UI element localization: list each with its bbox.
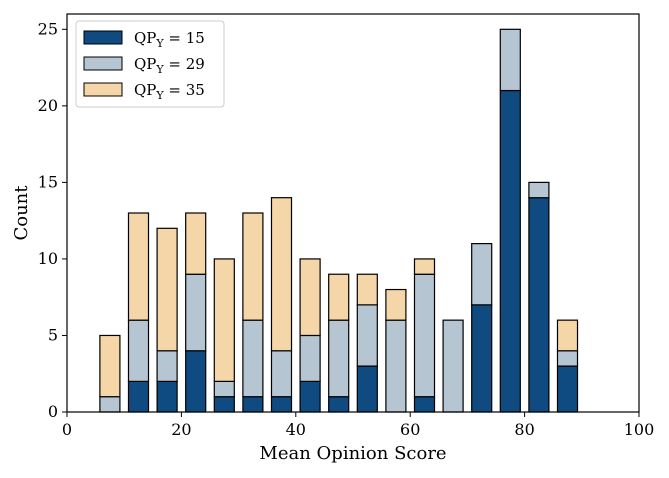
bar-series1-bin13 (471, 243, 493, 306)
bar-series2-bin3 (185, 212, 207, 275)
bar-series2-bin4 (213, 258, 235, 382)
bar-series2-bin8 (328, 273, 350, 321)
y-tick-label: 15 (38, 172, 58, 191)
legend-label-2: QPY = 35 (134, 81, 205, 102)
bar-series1-bin11 (413, 273, 436, 398)
bar-series1-bin0 (99, 396, 121, 413)
bar-series0-bin3 (185, 350, 207, 413)
bar-series0-bin8 (328, 396, 350, 413)
bar-series0-bin13 (471, 304, 493, 413)
legend-swatch-2 (83, 82, 123, 97)
bar-series1-bin9 (356, 304, 378, 367)
legend: QPY = 15 QPY = 29 QPY = 35 (75, 20, 225, 108)
bar-series0-bin7 (299, 380, 321, 413)
y-axis-label: Count (11, 185, 32, 241)
bar-series2-bin9 (356, 273, 378, 306)
x-tick-label: 100 (624, 420, 655, 439)
bars-layer (99, 28, 579, 413)
bar-series2-bin16 (556, 319, 579, 352)
bar-series1-bin12 (442, 319, 464, 413)
y-tick-label: 10 (38, 249, 58, 268)
bar-series0-bin14 (499, 89, 521, 413)
y-tick-label: 25 (38, 19, 58, 38)
legend-label-0: QPY = 15 (134, 29, 205, 50)
bar-series2-bin11 (413, 258, 436, 275)
bar-series1-bin2 (156, 350, 178, 382)
bar-series1-bin6 (270, 350, 293, 398)
bar-series1-bin8 (328, 319, 350, 398)
legend-label-1: QPY = 29 (134, 55, 205, 76)
bar-series0-bin9 (356, 365, 378, 413)
x-tick-label: 0 (62, 420, 72, 439)
y-tick-label: 5 (48, 325, 58, 344)
y-tick-label: 0 (48, 402, 58, 421)
bar-series1-bin1 (127, 319, 150, 382)
bar-series0-bin4 (213, 396, 235, 413)
x-tick-label: 80 (514, 420, 534, 439)
bar-series2-bin7 (299, 258, 321, 337)
bar-series1-bin7 (299, 334, 321, 382)
bar-series1-bin3 (185, 273, 207, 352)
plot-frame (66, 13, 640, 413)
bar-series2-bin10 (385, 288, 407, 321)
bar-series0-bin2 (156, 380, 178, 413)
bar-series1-bin5 (242, 319, 264, 398)
bar-series1-bin15 (528, 181, 550, 199)
bar-series2-bin5 (242, 212, 264, 321)
bar-series1-bin10 (385, 319, 407, 413)
bar-series0-bin11 (413, 396, 436, 413)
bar-series0-bin16 (556, 365, 579, 413)
bar-series0-bin15 (528, 197, 550, 413)
bar-series0-bin1 (127, 380, 150, 413)
y-tick-label: 20 (38, 96, 58, 115)
bar-series0-bin6 (270, 396, 293, 413)
bar-series1-bin4 (213, 380, 235, 398)
x-tick-label: 40 (286, 420, 306, 439)
x-tick-label: 20 (171, 420, 191, 439)
legend-swatch-1 (83, 56, 123, 71)
x-tick-label: 60 (400, 420, 420, 439)
bar-series2-bin1 (127, 212, 150, 321)
bar-series2-bin0 (99, 334, 121, 398)
bar-series0-bin5 (242, 396, 264, 413)
x-axis-label: Mean Opinion Score (259, 443, 446, 464)
bar-series1-bin16 (556, 350, 579, 367)
axes-layer: 0 20 40 60 80 100 0 5 10 15 20 25 (38, 13, 655, 439)
bar-series1-bin14 (499, 28, 521, 92)
bar-series2-bin6 (270, 197, 293, 352)
legend-swatch-0 (83, 30, 123, 45)
bar-series2-bin2 (156, 227, 178, 352)
